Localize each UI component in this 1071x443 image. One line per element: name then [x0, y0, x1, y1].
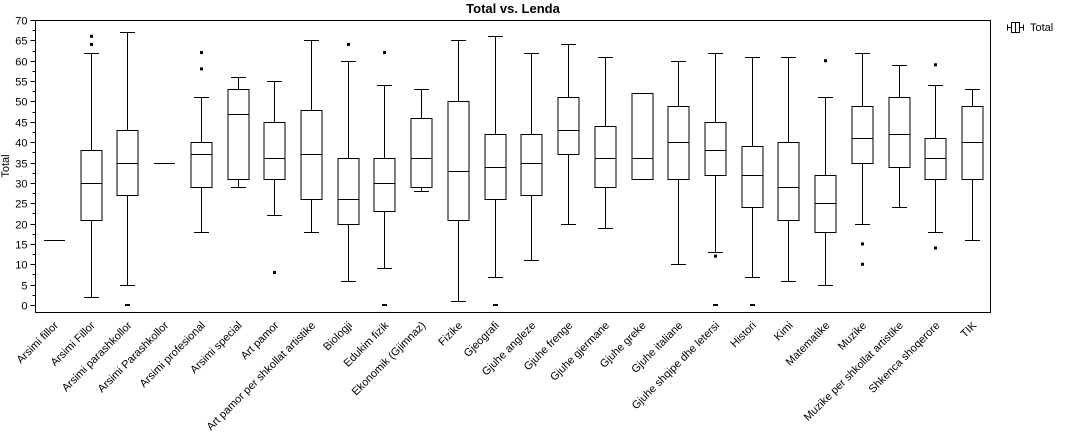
box — [777, 142, 800, 221]
outlier-point — [125, 304, 130, 306]
y-tick-label: 65 — [15, 36, 27, 48]
box — [447, 101, 470, 221]
y-tick-label: 20 — [15, 220, 27, 232]
y-tick-label: 25 — [15, 199, 27, 211]
outlier-point — [90, 42, 93, 46]
box — [80, 150, 103, 221]
chart-title: Total vs. Lenda — [466, 1, 560, 16]
y-tick-label: 10 — [15, 260, 27, 272]
box — [227, 89, 250, 180]
outlier-point — [824, 59, 827, 63]
box — [741, 146, 764, 208]
y-tick-label: 35 — [15, 159, 27, 171]
y-tick-label: 40 — [15, 138, 27, 150]
outlier-point — [200, 67, 203, 71]
y-tick-label: 50 — [15, 97, 27, 109]
outlier-point — [750, 304, 755, 306]
box — [190, 142, 213, 188]
y-tick-label: 30 — [15, 179, 27, 191]
boxplot-icon — [1007, 22, 1024, 33]
outlier-point — [90, 34, 93, 38]
box — [557, 97, 580, 155]
box — [631, 93, 654, 180]
outlier-point — [347, 42, 350, 46]
legend: Total — [1007, 21, 1053, 34]
x-tick-label: Biologji — [321, 320, 355, 354]
y-tick-label: 5 — [21, 281, 27, 293]
y-tick-label: 60 — [15, 57, 27, 69]
y-tick-label: 0 — [21, 301, 27, 313]
x-tick-label: Histori — [728, 320, 759, 351]
x-tick-label: TIK — [959, 319, 980, 340]
outlier-point — [861, 242, 864, 246]
x-tick-label: Ekonomik (Gjimnaz) — [350, 320, 429, 399]
outlier-point — [934, 246, 937, 250]
box — [520, 134, 543, 196]
legend-label: Total — [1030, 21, 1054, 34]
box — [410, 118, 433, 188]
outlier-point — [714, 254, 717, 258]
box — [373, 158, 396, 212]
box — [704, 122, 727, 176]
x-tick-label: Arsimi Parashkollor — [96, 319, 172, 395]
box — [337, 158, 360, 225]
x-tick-label: Fizike — [436, 320, 465, 349]
box — [594, 126, 617, 188]
y-tick-label: 15 — [15, 240, 27, 252]
y-tick-label: 70 — [15, 16, 27, 28]
outlier-point — [273, 270, 276, 274]
outlier-point — [383, 51, 386, 55]
outlier-point — [382, 304, 387, 306]
outlier-point — [861, 262, 864, 266]
x-tick-label: Arsimi profesional — [138, 320, 208, 390]
x-tick-label: Arsimi parashkollor — [60, 319, 135, 394]
outlier-point — [934, 63, 937, 67]
plot-frame — [35, 20, 991, 313]
outlier-point — [493, 304, 498, 306]
y-tick-label: 55 — [15, 77, 27, 89]
outlier-point — [200, 51, 203, 55]
x-tick-label: Shkenca shoqerore — [867, 320, 943, 396]
outlier-point — [713, 304, 718, 306]
x-tick-label: Kimi — [772, 320, 796, 344]
y-tick-label: 45 — [15, 118, 27, 130]
box — [888, 97, 911, 168]
box — [851, 106, 874, 164]
box — [263, 122, 286, 180]
x-tick-label: Muzike — [836, 320, 869, 353]
